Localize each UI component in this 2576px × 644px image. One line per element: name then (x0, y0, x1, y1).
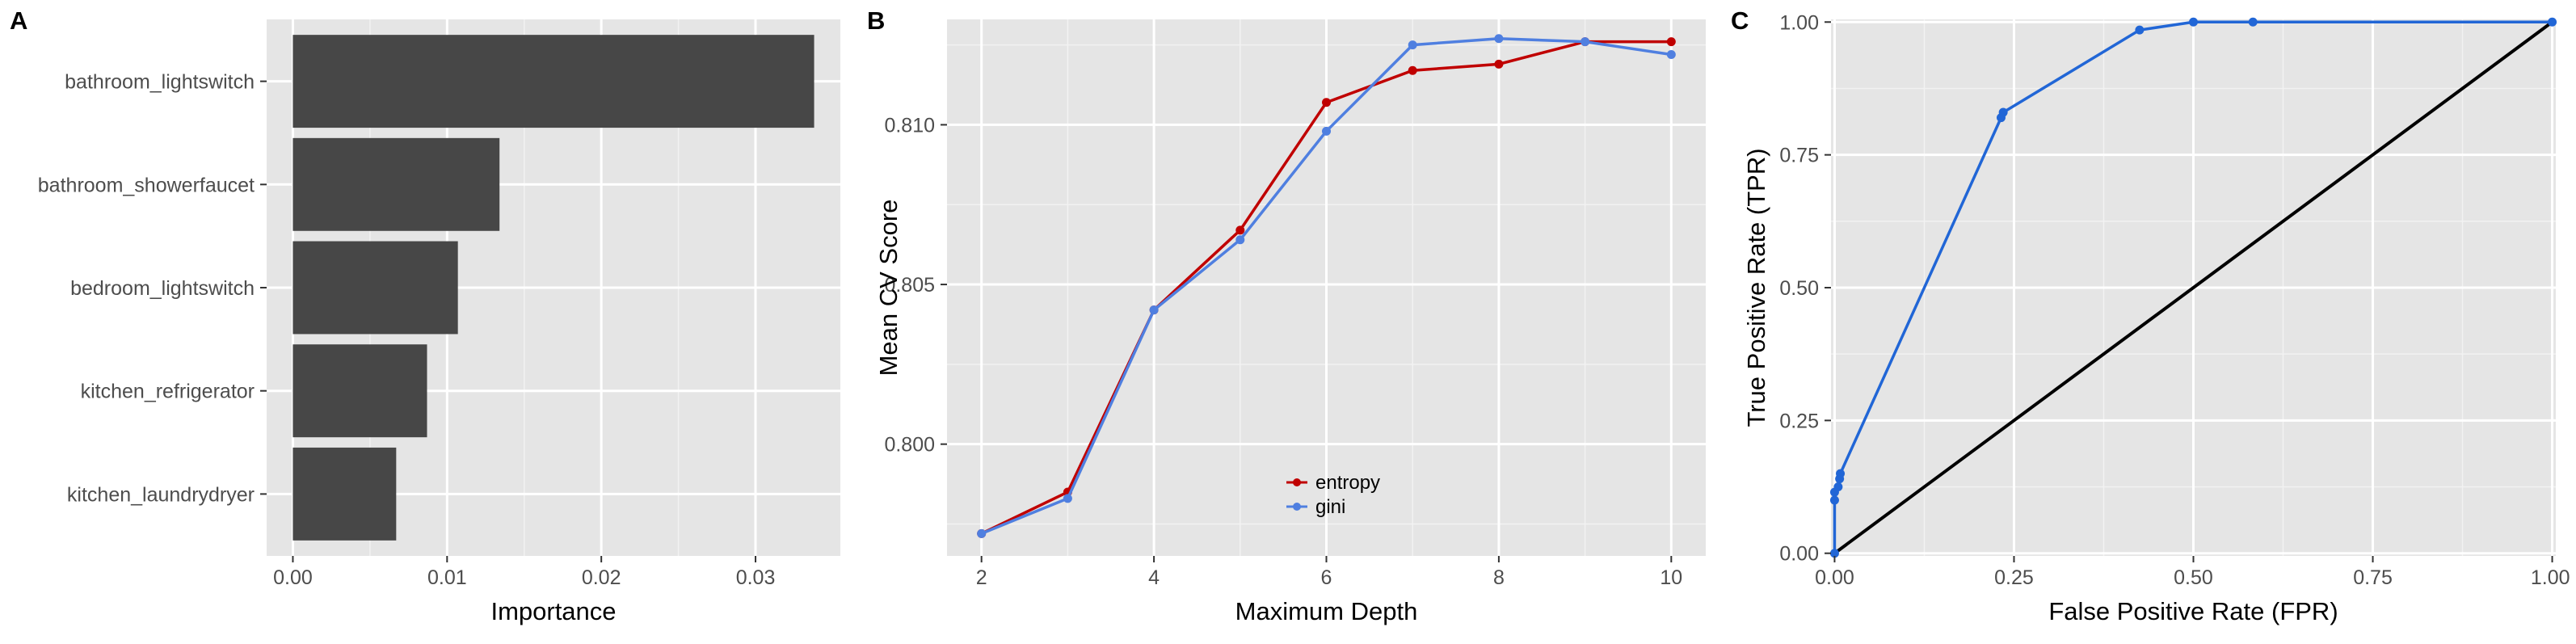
data-point-entropy (1235, 225, 1245, 235)
data-point-entropy (1322, 98, 1331, 107)
x-tick-label: 0.03 (736, 566, 776, 589)
data-point-entropy (1666, 37, 1676, 47)
x-tick-label: 6 (1321, 566, 1332, 589)
bar-kitchen_refrigerator (293, 344, 427, 438)
data-point-gini (1322, 126, 1331, 136)
y-tick-label: 0.75 (1779, 145, 1819, 167)
bar-bathroom_showerfaucet (293, 137, 500, 231)
data-point-gini (1581, 37, 1590, 47)
bar-bathroom_lightswitch (293, 35, 814, 128)
x-tick-label: 2 (976, 566, 987, 589)
roc-curve-chart: 0.00 0.25 0.50 0.75 1.00 0.00 0.25 0.50 0.75 1.00… (1742, 11, 2570, 625)
legend-key-point (1293, 478, 1301, 486)
roc-point (2135, 25, 2145, 35)
roc-point (1836, 469, 1846, 478)
y-tick-label: 0.25 (1779, 410, 1819, 432)
data-point-entropy (1408, 65, 1417, 75)
legend-key-point (1293, 503, 1301, 511)
x-tick-label: 0.25 (1994, 566, 2034, 589)
data-point-gini (1408, 40, 1417, 50)
chance-diagonal-line (1833, 20, 2553, 555)
data-point-gini (1494, 34, 1504, 44)
cv-score-chart: 0.800 0.805 0.810 2 4 6 8 10 Maximum Depth Mean C… (874, 19, 1706, 625)
y-axis-title: Mean CV Score (874, 200, 903, 377)
roc-point (1833, 482, 1843, 492)
roc-point (1998, 107, 2008, 117)
data-point-gini (1063, 494, 1072, 503)
y-tick-label: 0.800 (884, 434, 935, 457)
category-label: bathroom_lightswitch (65, 71, 255, 94)
legend-label: entropy (1315, 472, 1380, 494)
data-point-entropy (1494, 59, 1504, 69)
data-point-gini (1235, 235, 1245, 245)
y-axis-title: True Positive Rate (TPR) (1742, 148, 1770, 427)
roc-point (2548, 17, 2557, 27)
panel-tag-b: B (867, 6, 885, 35)
y-tick-label: 0.805 (884, 274, 935, 297)
legend-label: gini (1315, 496, 1345, 518)
x-tick-label: 0.50 (2174, 566, 2213, 589)
x-tick-label: 4 (1148, 566, 1160, 589)
data-point-gini (1666, 49, 1676, 59)
y-tick-label: 0.00 (1779, 543, 1819, 566)
x-tick-label: 0.75 (2353, 566, 2393, 589)
category-label: bedroom_lightswitch (70, 277, 255, 300)
roc-point (1829, 495, 1839, 505)
category-label: kitchen_laundrydryer (67, 483, 255, 506)
x-tick-label: 8 (1493, 566, 1505, 589)
x-tick-label: 0.02 (582, 566, 621, 589)
x-axis-title: Maximum Depth (1235, 597, 1418, 625)
y-tick-label: 1.00 (1779, 11, 1819, 34)
x-axis-title: Importance (490, 597, 616, 625)
category-label: bathroom_showerfaucet (38, 174, 255, 196)
x-tick-label: 10 (1660, 566, 1682, 589)
panel-tag-a: A (10, 6, 27, 35)
panel-tag-c: C (1731, 6, 1749, 35)
x-tick-label: 0.00 (273, 566, 313, 589)
y-tick-label: 0.810 (884, 114, 935, 137)
data-point-gini (1149, 305, 1159, 315)
x-tick-label: 0.00 (1815, 566, 1854, 589)
data-point-gini (977, 528, 987, 538)
roc-point (1829, 549, 1839, 558)
x-tick-label: 1.00 (2531, 566, 2570, 589)
x-axis-title: False Positive Rate (FPR) (2048, 597, 2338, 625)
roc-point (2189, 17, 2198, 27)
category-label: kitchen_refrigerator (81, 381, 255, 403)
feature-importance-chart: bathroom_lightswitch bathroom_showerfauce… (38, 19, 840, 625)
bar-bedroom_lightswitch (293, 241, 458, 335)
y-tick-label: 0.50 (1779, 277, 1819, 300)
bar-kitchen_laundrydryer (293, 447, 397, 541)
x-tick-label: 0.01 (427, 566, 467, 589)
roc-point (2248, 17, 2258, 27)
